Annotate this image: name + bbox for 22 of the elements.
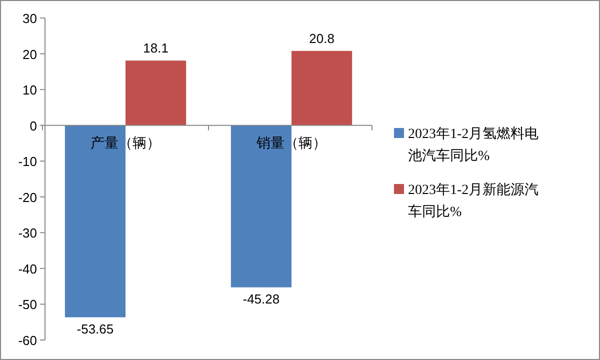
y-tick-label: -30 — [18, 226, 37, 241]
data-label: 20.8 — [309, 30, 334, 46]
data-label: 18.1 — [143, 40, 168, 56]
bar — [230, 125, 292, 288]
bar — [291, 50, 352, 126]
y-tick-label: -40 — [18, 261, 37, 276]
x-tick-label: 销量（辆） — [255, 135, 326, 152]
y-tick-label: 30 — [22, 11, 37, 26]
legend-label: 2023年1-2月新能源汽车同比% — [408, 182, 539, 220]
y-tick-label: 20 — [22, 46, 37, 62]
legend-label: 2023年1-2月氢燃料电池汽车同比% — [408, 126, 539, 164]
y-tick-label: -20 — [18, 190, 37, 205]
y-tick-label: 10 — [22, 82, 37, 98]
data-label: -45.28 — [242, 291, 280, 306]
x-tick-label: 产量（辆） — [90, 135, 161, 152]
y-tick-label: -60 — [18, 333, 37, 348]
bar — [126, 60, 186, 126]
y-tick-label: 0 — [30, 118, 37, 134]
y-tick-label: -50 — [18, 297, 37, 312]
data-label: -53.65 — [76, 321, 114, 336]
y-tick-label: -10 — [18, 154, 37, 170]
bar — [64, 125, 126, 318]
